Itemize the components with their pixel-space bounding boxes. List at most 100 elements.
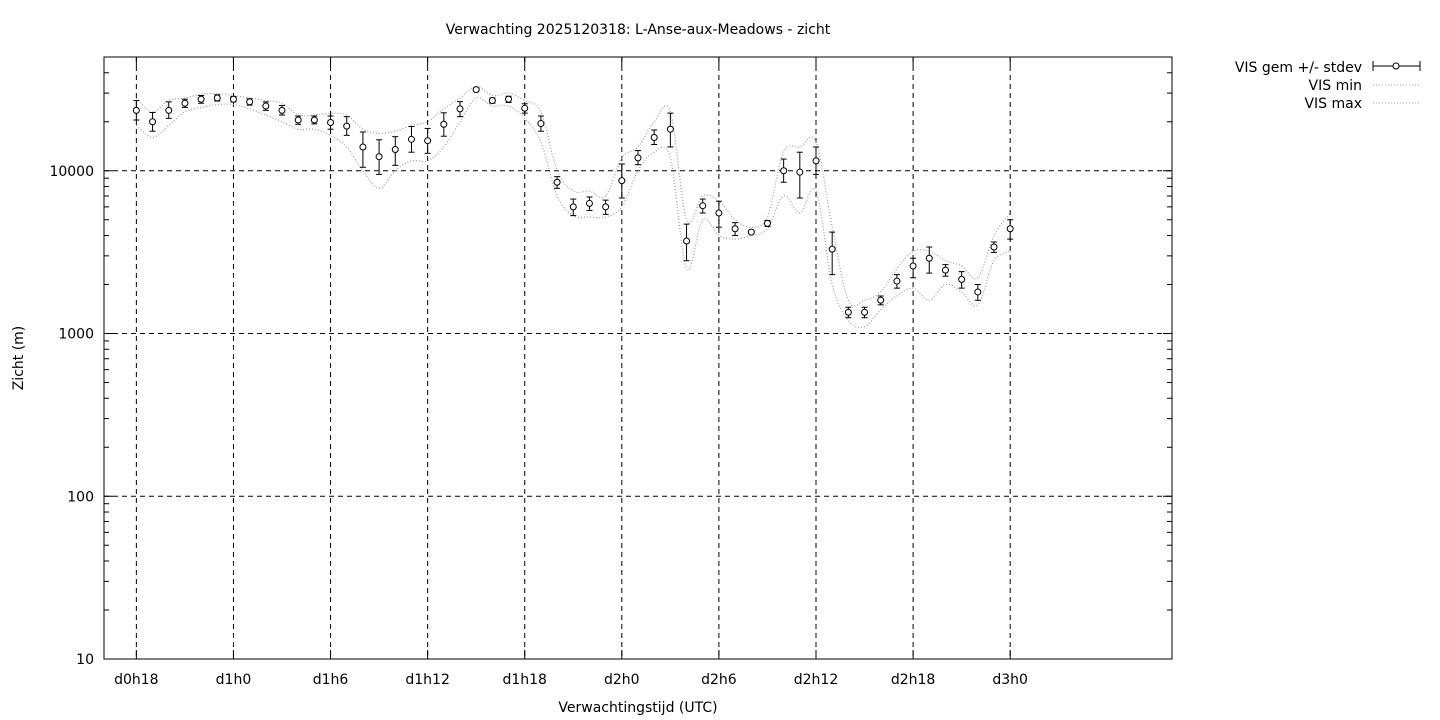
mean-point	[666, 125, 674, 133]
mean-point	[278, 106, 286, 114]
mean-point	[796, 168, 804, 176]
mean-point-group	[569, 198, 577, 217]
y-tick-label: 100	[67, 489, 94, 505]
mean-point	[925, 254, 933, 262]
mean-point	[165, 106, 173, 114]
mean-point	[715, 209, 723, 217]
mean-point-group	[343, 116, 351, 136]
mean-point	[132, 106, 140, 114]
mean-point	[440, 120, 448, 128]
mean-point-group	[634, 150, 642, 166]
vis-max-line	[135, 85, 1011, 307]
mean-point	[812, 157, 820, 165]
mean-point-group	[763, 219, 771, 227]
legend-label-min: VIS min	[1309, 78, 1362, 94]
mean-point	[294, 116, 302, 124]
mean-point	[974, 288, 982, 296]
mean-point-group	[375, 139, 383, 175]
mean-point-group	[925, 246, 933, 274]
mean-point	[699, 202, 707, 210]
mean-point-group	[440, 112, 448, 137]
legend-label-mean: VIS gem +/- stdev	[1235, 60, 1362, 76]
mean-point	[375, 153, 383, 161]
mean-point	[893, 277, 901, 285]
x-axis-label: Verwachtingstijd (UTC)	[558, 700, 717, 716]
mean-point-group	[424, 127, 432, 154]
mean-point-group	[181, 98, 189, 108]
mean-point	[149, 118, 157, 126]
mean-point-group	[1006, 219, 1014, 240]
mean-point	[407, 135, 415, 143]
plot-area-frame	[103, 56, 1173, 660]
mean-point-group	[715, 200, 723, 228]
mean-point	[780, 167, 788, 175]
mean-point	[747, 228, 755, 236]
series-vis-max	[135, 85, 1011, 307]
mean-point-group	[877, 295, 885, 306]
mean-point	[618, 177, 626, 185]
mean-point-group	[844, 306, 852, 319]
mean-point-group	[990, 241, 998, 253]
mean-point	[1006, 225, 1014, 233]
mean-point-group	[747, 228, 755, 236]
x-tick-label: d1h12	[405, 672, 449, 688]
mean-point	[731, 225, 739, 233]
legend: VIS gem +/- stdev VIS min VIS max	[1235, 60, 1421, 112]
y-tick-label: 10000	[49, 164, 94, 180]
mean-point-group	[553, 176, 561, 189]
series-vis-mean-stdev	[132, 86, 1014, 319]
mean-point	[359, 143, 367, 151]
mean-point	[585, 199, 593, 207]
mean-point	[310, 116, 318, 124]
mean-point-group	[893, 274, 901, 289]
mean-point	[472, 86, 480, 94]
mean-point-group	[327, 115, 335, 130]
mean-point-group	[909, 257, 917, 279]
mean-point	[828, 245, 836, 253]
mean-point	[877, 296, 885, 304]
x-tick-label: d1h6	[313, 672, 349, 688]
chart-title: Verwachting 2025120318: L-Anse-aux-Meado…	[446, 22, 831, 38]
mean-point-group	[650, 129, 658, 145]
mean-point-group	[699, 198, 707, 214]
mean-point-group	[391, 136, 399, 166]
mean-point	[343, 122, 351, 130]
mean-point	[683, 237, 691, 245]
mean-point-group	[666, 112, 674, 148]
mean-point-group	[974, 284, 982, 301]
mean-point-group	[941, 264, 949, 277]
mean-point-group	[359, 131, 367, 168]
mean-point	[488, 97, 496, 105]
mean-point-group	[213, 94, 221, 102]
mean-point-group	[780, 158, 788, 183]
mean-point-group	[828, 231, 836, 276]
x-tick-label: d2h18	[891, 672, 935, 688]
mean-point-group	[585, 196, 593, 211]
mean-point	[861, 308, 869, 316]
y-tick-label: 1000	[58, 327, 94, 343]
y-axis-ticks: 10 100 1000 10000	[49, 56, 1172, 668]
mean-point-group	[812, 146, 820, 175]
mean-point-group	[731, 222, 739, 237]
mean-point-group	[505, 95, 513, 103]
grid-lines	[104, 57, 1172, 659]
x-axis-ticks: d0h18 d1h0 d1h6 d1h12 d1h18 d2h0 d2h6 d2h12 d2h1…	[114, 57, 1028, 688]
mean-point	[505, 95, 513, 103]
mean-point-group	[456, 101, 464, 118]
mean-point-group	[165, 101, 173, 119]
mean-point	[650, 134, 658, 142]
mean-point	[246, 98, 254, 106]
mean-point	[262, 102, 270, 110]
mean-point-group	[262, 101, 270, 111]
mean-point	[456, 105, 464, 113]
mean-point-group	[197, 95, 205, 104]
mean-point	[197, 95, 205, 103]
mean-point	[181, 99, 189, 107]
mean-point-group	[602, 199, 610, 215]
x-tick-label: d2h0	[604, 672, 640, 688]
mean-point-group	[958, 271, 966, 289]
mean-point-group	[229, 95, 237, 103]
mean-point-group	[537, 115, 545, 132]
x-tick-label: d0h18	[114, 672, 158, 688]
